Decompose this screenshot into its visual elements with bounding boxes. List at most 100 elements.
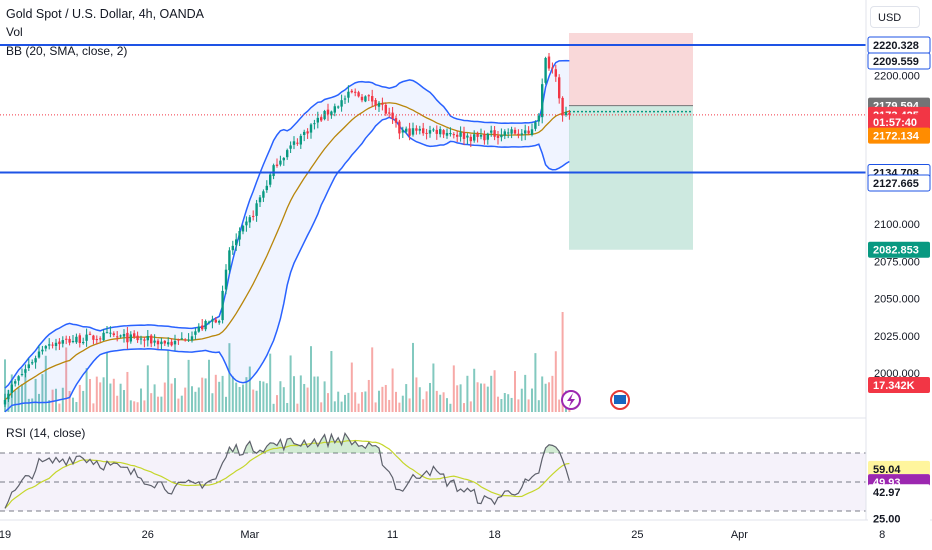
candle-body	[486, 133, 489, 140]
position-tool[interactable]	[569, 33, 693, 250]
volume-bar	[99, 382, 102, 412]
candle-body	[163, 340, 166, 344]
candle-body	[381, 103, 384, 105]
horizontal-lines[interactable]	[0, 44, 866, 174]
candle-body	[207, 321, 211, 323]
candle-body	[41, 349, 44, 352]
candle-body	[34, 358, 37, 363]
volume-bar	[204, 378, 207, 412]
volume-bar	[551, 375, 554, 412]
candle-body	[109, 332, 112, 334]
volume-bar	[4, 359, 6, 412]
price-tag: 2209.559	[873, 56, 919, 68]
volume-bar	[493, 370, 496, 412]
volume-bar	[170, 383, 173, 412]
candle-body	[357, 92, 360, 97]
candle-body	[252, 215, 255, 217]
volume-bar	[452, 365, 455, 412]
volume-legend[interactable]: Vol	[6, 25, 23, 39]
volume-bar	[177, 398, 180, 412]
volume-bar	[388, 399, 391, 412]
volume-bar	[245, 377, 248, 412]
event-icons[interactable]	[561, 390, 630, 410]
volume-bar	[136, 402, 139, 412]
volume-bar	[422, 399, 425, 412]
candle-body	[432, 129, 435, 131]
volume-bar	[265, 383, 268, 412]
candle-body	[146, 335, 149, 341]
candle-body	[184, 339, 187, 341]
stop-zone	[569, 33, 693, 106]
candle-body	[126, 332, 129, 343]
volume-bar	[347, 392, 350, 412]
volume-bar	[24, 368, 27, 412]
candle-body	[201, 325, 204, 330]
volume-bar	[167, 349, 170, 412]
candle-body	[493, 130, 496, 137]
candle-body	[496, 135, 500, 138]
volume-bar	[119, 383, 122, 412]
price-tag: 17.342K	[873, 380, 915, 392]
volume-bar	[357, 403, 360, 412]
candle-body	[309, 124, 313, 133]
candle-body	[190, 336, 194, 341]
candle-body	[24, 369, 27, 373]
time-label: 26	[142, 529, 154, 541]
candle-body	[337, 106, 340, 108]
time-label: Mar	[240, 529, 259, 541]
volume-bar	[340, 401, 343, 412]
candle-body	[248, 217, 251, 223]
candle-body	[258, 197, 262, 203]
candle-body	[442, 130, 445, 135]
volume-bar	[514, 371, 516, 412]
time-label: 11	[387, 529, 398, 541]
currency-button[interactable]: USD	[870, 6, 920, 28]
candle-body	[31, 362, 34, 364]
volume-bar	[480, 383, 482, 412]
volume-bar	[228, 343, 231, 412]
volume-bar	[238, 386, 241, 412]
candle-body	[326, 109, 330, 115]
volume-bar	[282, 387, 285, 412]
candle-body	[194, 331, 197, 335]
volume-bar	[208, 359, 210, 412]
volume-bar	[252, 389, 255, 412]
candle-body	[265, 185, 268, 191]
rsi-tag-bg	[868, 460, 930, 477]
candle-body	[10, 384, 13, 393]
candle-body	[245, 221, 248, 226]
candle-body	[299, 135, 302, 145]
bollinger-bands	[4, 59, 570, 413]
bb-legend[interactable]: BB (20, SMA, close, 2)	[6, 44, 128, 58]
candle-body	[228, 250, 231, 271]
volume-bar	[153, 384, 156, 412]
candle-body	[95, 339, 98, 341]
volume-bar	[456, 385, 459, 412]
rsi-legend[interactable]: RSI (14, close)	[6, 426, 86, 440]
rsi-tag: 59.04	[873, 464, 901, 476]
volume-bar	[286, 402, 289, 412]
volume-bar	[350, 362, 353, 412]
volume-bar	[503, 393, 506, 412]
volume-bar	[48, 400, 51, 412]
volume-bar	[330, 351, 333, 412]
candle-body	[401, 130, 404, 133]
candle-body	[354, 91, 357, 93]
volume-bar	[497, 396, 499, 412]
volume-bar	[310, 346, 312, 412]
candle-body	[422, 128, 425, 134]
volume-bar	[554, 351, 557, 412]
candle-body	[479, 134, 483, 137]
volume-bar	[102, 377, 105, 412]
volume-bar	[112, 378, 115, 412]
candle-body	[425, 132, 428, 134]
candle-body	[92, 335, 95, 340]
candle-body	[68, 338, 71, 343]
price-tag: 2127.665	[873, 178, 919, 190]
candle-body	[61, 340, 64, 344]
candle-body	[306, 131, 309, 134]
candle-body	[469, 136, 472, 142]
